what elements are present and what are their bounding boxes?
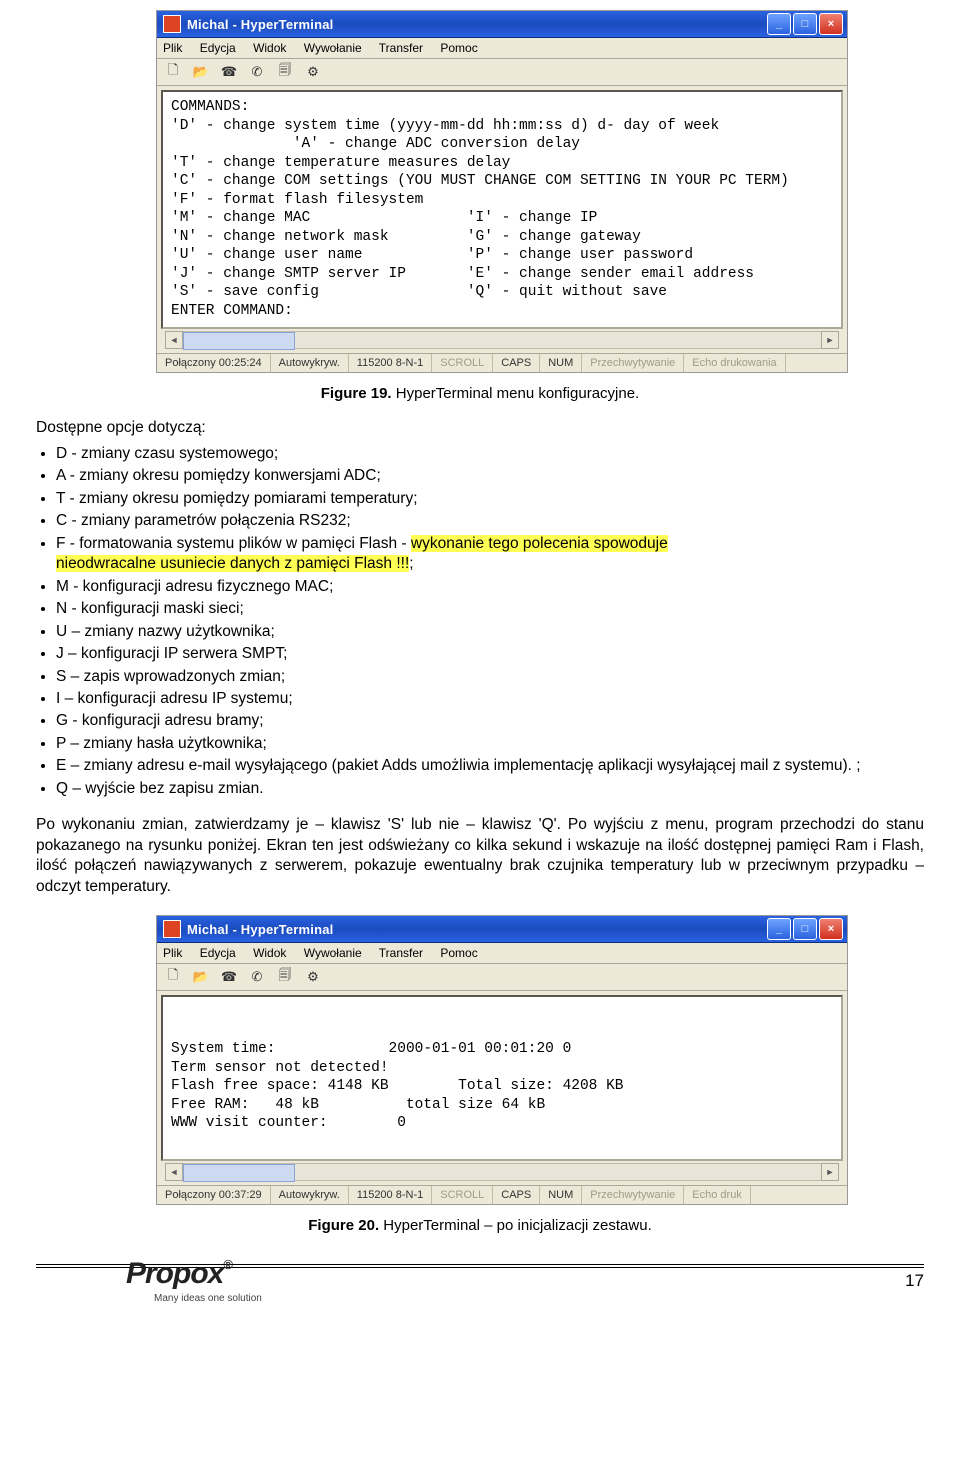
status-capture: Przechwytywanie (582, 1186, 684, 1204)
maximize-button[interactable]: □ (793, 918, 817, 940)
titlebar[interactable]: Michal - HyperTerminal _ □ × (157, 916, 847, 943)
menubar: Plik Edycja Widok Wywołanie Transfer Pom… (157, 38, 847, 59)
highlighted-text: wykonanie tego polecenia spowoduje (411, 535, 668, 552)
list-item: I – konfiguracji adresu IP systemu; (56, 689, 924, 709)
status-echo: Echo drukowania (684, 354, 785, 372)
list-item: Q – wyjście bez zapisu zmian. (56, 779, 924, 799)
connect-icon[interactable]: ☎ (219, 62, 239, 82)
list-item: J – konfiguracji IP serwera SMPT; (56, 644, 924, 664)
menu-widok[interactable]: Widok (253, 946, 286, 960)
new-icon[interactable]: 🗋 (163, 967, 183, 987)
options-bullet-list: D - zmiany czasu systemowego; A - zmiany… (36, 444, 924, 799)
list-item: F - formatowania systemu plików w pamięc… (56, 534, 924, 575)
hyperterminal-window-1: Michal - HyperTerminal _ □ × Plik Edycja… (156, 10, 848, 373)
list-item: D - zmiany czasu systemowego; (56, 444, 924, 464)
menu-transfer[interactable]: Transfer (379, 41, 423, 55)
status-scroll: SCROLL (432, 1186, 493, 1204)
menu-transfer[interactable]: Transfer (379, 946, 423, 960)
status-connected: Połączony 00:25:24 (157, 354, 271, 372)
toolbar: 🗋 📂 ☎ ✆ 🗐 ⚙ (157, 59, 847, 86)
statusbar: Połączony 00:37:29 Autowykryw. 115200 8-… (157, 1185, 847, 1204)
figure-20-caption: Figure 20. HyperTerminal – po inicjaliza… (36, 1217, 924, 1234)
menu-plik[interactable]: Plik (163, 946, 182, 960)
window-title: Michal - HyperTerminal (187, 922, 767, 937)
connect-icon[interactable]: ☎ (219, 967, 239, 987)
open-icon[interactable]: 📂 (191, 62, 211, 82)
menu-wywolanie[interactable]: Wywołanie (304, 946, 362, 960)
properties-icon[interactable]: ⚙ (303, 62, 323, 82)
send-icon[interactable]: 🗐 (275, 967, 295, 987)
properties-icon[interactable]: ⚙ (303, 967, 323, 987)
menu-wywolanie[interactable]: Wywołanie (304, 41, 362, 55)
list-item: S – zapis wprowadzonych zmian; (56, 667, 924, 687)
scroll-right-icon[interactable]: ► (821, 1163, 839, 1181)
minimize-button[interactable]: _ (767, 13, 791, 35)
open-icon[interactable]: 📂 (191, 967, 211, 987)
page-number: 17 (905, 1271, 924, 1291)
list-item: E – zmiany adresu e-mail wysyłającego (p… (56, 756, 924, 776)
titlebar[interactable]: Michal - HyperTerminal _ □ × (157, 11, 847, 38)
status-autodetect: Autowykryw. (271, 354, 349, 372)
menu-plik[interactable]: Plik (163, 41, 182, 55)
status-scroll: SCROLL (432, 354, 493, 372)
status-connected: Połączony 00:37:29 (157, 1186, 271, 1204)
status-baud: 115200 8-N-1 (349, 1186, 432, 1204)
list-item: A - zmiany okresu pomiędzy konwersjami A… (56, 466, 924, 486)
menu-edycja[interactable]: Edycja (200, 41, 236, 55)
toolbar: 🗋 📂 ☎ ✆ 🗐 ⚙ (157, 964, 847, 991)
page-footer: Propox® Many ideas one solution 17 (36, 1264, 924, 1321)
disconnect-icon[interactable]: ✆ (247, 62, 267, 82)
logo-tagline: Many ideas one solution (154, 1293, 262, 1304)
list-item: U – zmiany nazwy użytkownika; (56, 622, 924, 642)
scrollbar-horizontal[interactable]: ◄ ► (165, 1163, 839, 1181)
status-capture: Przechwytywanie (582, 354, 684, 372)
status-num: NUM (540, 1186, 582, 1204)
list-item: C - zmiany parametrów połączenia RS232; (56, 511, 924, 531)
scrollbar-horizontal[interactable]: ◄ ► (165, 331, 839, 349)
status-caps: CAPS (493, 354, 540, 372)
status-caps: CAPS (493, 1186, 540, 1204)
send-icon[interactable]: 🗐 (275, 62, 295, 82)
status-autodetect: Autowykryw. (271, 1186, 349, 1204)
new-icon[interactable]: 🗋 (163, 62, 183, 82)
menu-pomoc[interactable]: Pomoc (440, 946, 477, 960)
propox-logo: Propox® (126, 1257, 232, 1291)
menubar: Plik Edycja Widok Wywołanie Transfer Pom… (157, 943, 847, 964)
close-button[interactable]: × (819, 918, 843, 940)
terminal-output: System time: 2000-01-01 00:01:20 0 Term … (161, 995, 843, 1161)
list-item: N - konfiguracji maski sieci; (56, 599, 924, 619)
app-icon (163, 920, 181, 938)
disconnect-icon[interactable]: ✆ (247, 967, 267, 987)
list-item: T - zmiany okresu pomiędzy pomiarami tem… (56, 489, 924, 509)
list-item: G - konfiguracji adresu bramy; (56, 711, 924, 731)
maximize-button[interactable]: □ (793, 13, 817, 35)
intro-text: Dostępne opcje dotyczą: (36, 418, 924, 438)
window-title: Michal - HyperTerminal (187, 17, 767, 32)
statusbar: Połączony 00:25:24 Autowykryw. 115200 8-… (157, 353, 847, 372)
body-paragraph: Po wykonaniu zmian, zatwierdzamy je – kl… (36, 815, 924, 897)
app-icon (163, 15, 181, 33)
menu-widok[interactable]: Widok (253, 41, 286, 55)
status-baud: 115200 8-N-1 (349, 354, 432, 372)
status-echo: Echo druk (684, 1186, 751, 1204)
list-item: P – zmiany hasła użytkownika; (56, 734, 924, 754)
scroll-left-icon[interactable]: ◄ (165, 1163, 183, 1181)
menu-pomoc[interactable]: Pomoc (440, 41, 477, 55)
scroll-left-icon[interactable]: ◄ (165, 331, 183, 349)
minimize-button[interactable]: _ (767, 918, 791, 940)
hyperterminal-window-2: Michal - HyperTerminal _ □ × Plik Edycja… (156, 915, 848, 1205)
highlighted-text: nieodwracalne usuniecie danych z pamięci… (56, 555, 409, 572)
scroll-thumb[interactable] (183, 332, 295, 350)
list-item: M - konfiguracji adresu fizycznego MAC; (56, 577, 924, 597)
terminal-output: COMMANDS: 'D' - change system time (yyyy… (161, 90, 843, 329)
close-button[interactable]: × (819, 13, 843, 35)
menu-edycja[interactable]: Edycja (200, 946, 236, 960)
scroll-right-icon[interactable]: ► (821, 331, 839, 349)
scroll-thumb[interactable] (183, 1164, 295, 1182)
figure-19-caption: Figure 19. HyperTerminal menu konfigurac… (36, 385, 924, 402)
status-num: NUM (540, 354, 582, 372)
